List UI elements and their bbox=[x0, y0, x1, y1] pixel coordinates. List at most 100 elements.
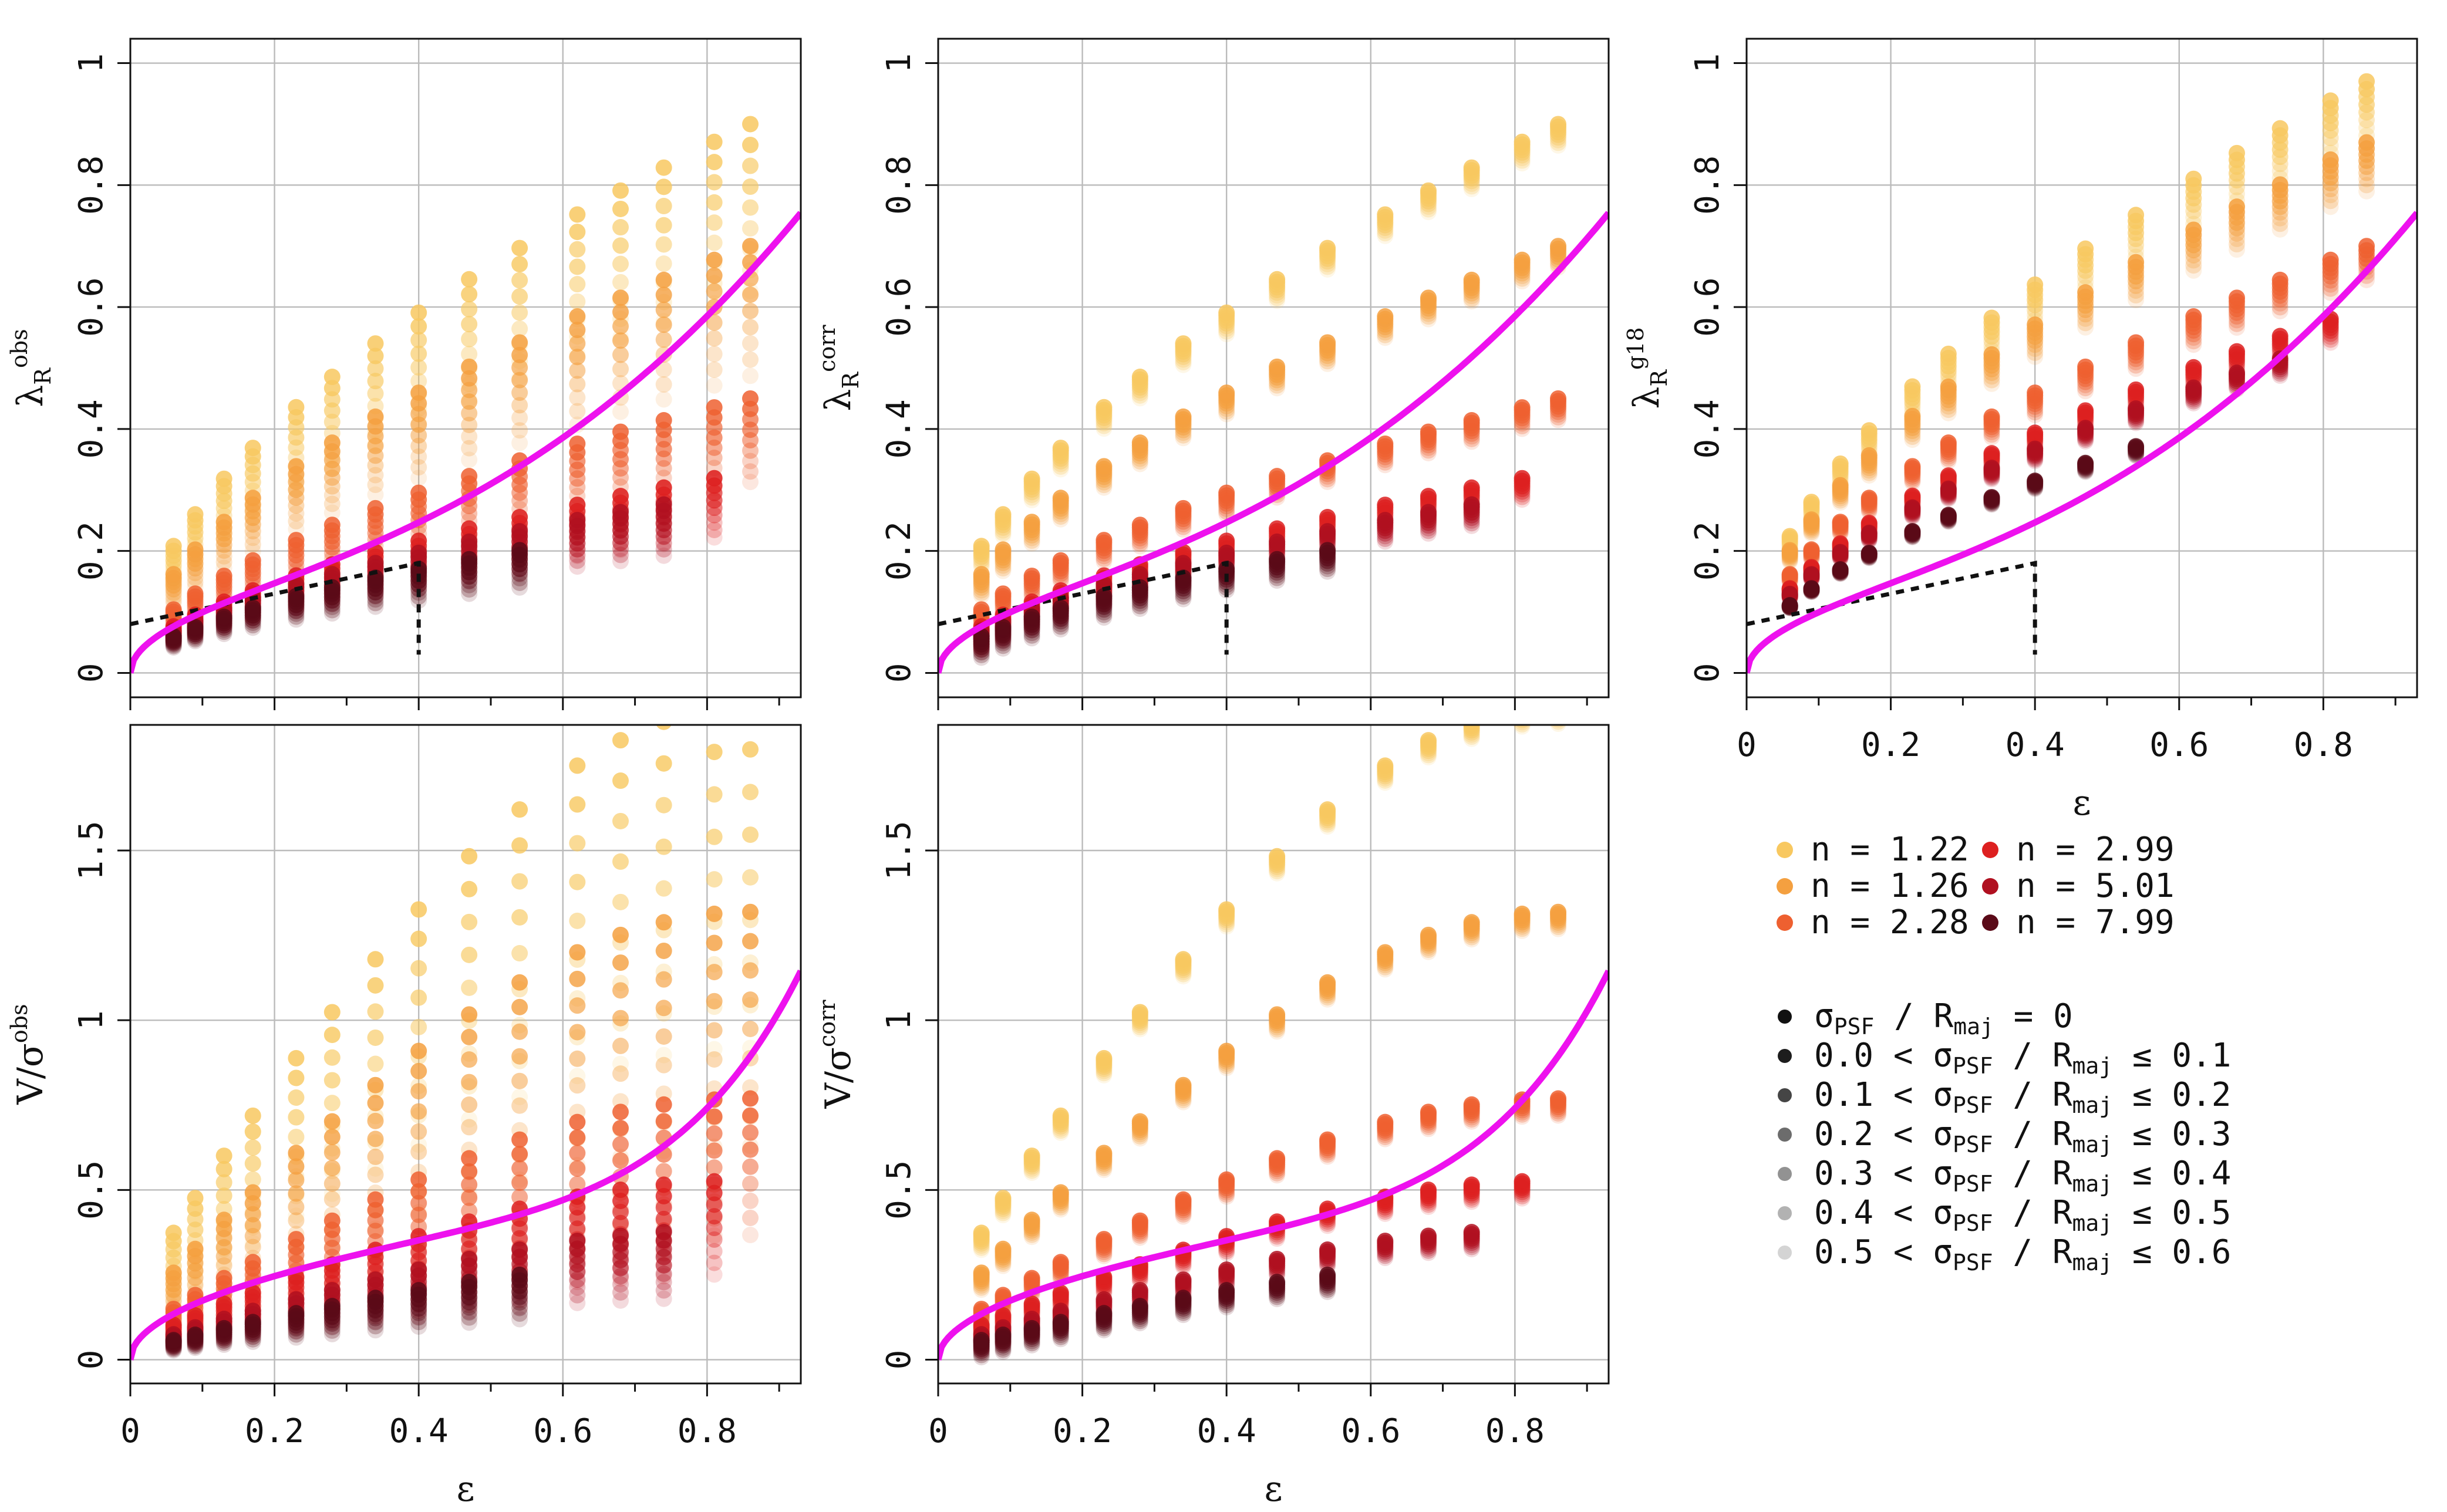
data-point bbox=[742, 463, 759, 480]
data-point bbox=[742, 1141, 759, 1158]
reference-curve bbox=[1747, 211, 2417, 674]
legend-item-psf: 0.2 < σPSF / Rmaj ≤ 0.3 bbox=[1778, 1115, 2231, 1157]
y-tick-label: 1 bbox=[72, 1010, 110, 1030]
data-point bbox=[367, 555, 384, 572]
legend-item-model: n = 7.99 bbox=[1982, 903, 2175, 941]
data-point bbox=[461, 913, 478, 930]
data-point bbox=[165, 538, 182, 555]
data-point bbox=[995, 1307, 1012, 1324]
data-point bbox=[655, 496, 672, 513]
legend-item-model: n = 5.01 bbox=[1982, 867, 2175, 905]
data-point bbox=[511, 1131, 528, 1148]
data-point bbox=[2128, 207, 2145, 224]
data-point bbox=[612, 182, 629, 199]
data-point bbox=[1904, 523, 1921, 540]
data-point bbox=[612, 1103, 629, 1120]
data-point bbox=[1420, 504, 1437, 521]
data-point bbox=[461, 551, 478, 568]
data-point bbox=[742, 741, 759, 758]
data-point bbox=[1218, 1171, 1235, 1188]
data-point bbox=[1269, 468, 1286, 485]
legend-label: n = 2.28 bbox=[1811, 903, 1969, 941]
data-point bbox=[323, 1004, 341, 1021]
data-point bbox=[244, 440, 261, 457]
data-point bbox=[410, 373, 427, 390]
x-tick-label: 0.8 bbox=[1485, 1412, 1545, 1450]
data-point bbox=[410, 1318, 427, 1335]
data-point bbox=[1218, 304, 1235, 321]
data-point bbox=[244, 529, 261, 546]
legend-marker bbox=[1982, 842, 1998, 858]
data-point bbox=[1420, 488, 1437, 505]
data-point bbox=[742, 199, 759, 216]
data-point bbox=[706, 1108, 723, 1125]
data-point bbox=[511, 409, 528, 426]
points bbox=[973, 725, 1567, 1366]
data-point bbox=[656, 725, 672, 730]
legend-marker bbox=[1778, 1128, 1792, 1142]
data-point bbox=[612, 552, 629, 569]
data-point bbox=[367, 1166, 384, 1183]
data-point bbox=[165, 566, 182, 583]
data-point bbox=[461, 1176, 478, 1193]
data-point bbox=[2077, 284, 2094, 301]
legend-label: 0.0 < σPSF / Rmaj ≤ 0.1 bbox=[1814, 1037, 2231, 1079]
data-point bbox=[410, 332, 427, 349]
data-point bbox=[1463, 1176, 1480, 1193]
data-point bbox=[461, 370, 478, 387]
y-tick-label: 0.4 bbox=[72, 399, 110, 458]
legend-marker bbox=[1777, 878, 1793, 895]
data-point bbox=[569, 944, 586, 961]
data-point bbox=[706, 1159, 723, 1176]
data-point bbox=[1096, 1145, 1113, 1162]
data-point bbox=[655, 1047, 672, 1064]
data-point bbox=[1131, 566, 1148, 583]
data-point bbox=[612, 982, 629, 999]
data-point bbox=[323, 380, 341, 397]
data-point bbox=[2229, 241, 2246, 258]
data-point bbox=[410, 1083, 427, 1100]
data-point bbox=[742, 1158, 759, 1175]
data-point bbox=[2271, 120, 2288, 137]
data-point bbox=[612, 1055, 629, 1072]
data-point bbox=[2128, 400, 2145, 417]
y-tick-label: 0 bbox=[1688, 663, 1727, 683]
data-point bbox=[569, 308, 586, 325]
data-point bbox=[655, 301, 672, 318]
data-point bbox=[1218, 901, 1235, 918]
data-point bbox=[511, 334, 528, 351]
data-point bbox=[244, 490, 261, 507]
data-point bbox=[323, 1027, 341, 1044]
data-point bbox=[410, 1143, 427, 1160]
data-point bbox=[655, 1224, 672, 1241]
data-point bbox=[511, 346, 528, 363]
data-point bbox=[1550, 1090, 1567, 1107]
x-ticks: 0 0.2 0.4 0.6 0.8 bbox=[1737, 697, 2397, 764]
data-point bbox=[1269, 1274, 1286, 1291]
y-axis-label: V/σcorr bbox=[814, 1000, 859, 1109]
data-point bbox=[569, 1279, 586, 1296]
data-point bbox=[706, 905, 723, 922]
data-point bbox=[367, 486, 384, 503]
data-point bbox=[655, 1187, 672, 1204]
legend-label: 0.3 < σPSF / Rmaj ≤ 0.4 bbox=[1814, 1155, 2231, 1197]
data-point bbox=[511, 1311, 528, 1328]
data-point bbox=[655, 376, 672, 393]
legend-item-psf: 0.0 < σPSF / Rmaj ≤ 0.1 bbox=[1778, 1037, 2231, 1079]
data-point bbox=[569, 1233, 586, 1250]
grid bbox=[1745, 39, 2417, 697]
data-point bbox=[461, 880, 478, 897]
legend-label: n = 1.22 bbox=[1811, 831, 1969, 869]
data-point bbox=[215, 1187, 232, 1204]
data-point bbox=[1175, 1290, 1192, 1307]
data-point bbox=[367, 1130, 384, 1148]
data-point bbox=[410, 1194, 427, 1211]
data-point bbox=[1860, 524, 1878, 541]
data-point bbox=[367, 1003, 384, 1020]
data-point bbox=[742, 319, 759, 336]
data-point bbox=[706, 133, 723, 150]
data-point bbox=[244, 1155, 261, 1172]
data-point bbox=[973, 566, 990, 583]
data-point bbox=[706, 1266, 723, 1283]
data-point bbox=[569, 873, 586, 890]
